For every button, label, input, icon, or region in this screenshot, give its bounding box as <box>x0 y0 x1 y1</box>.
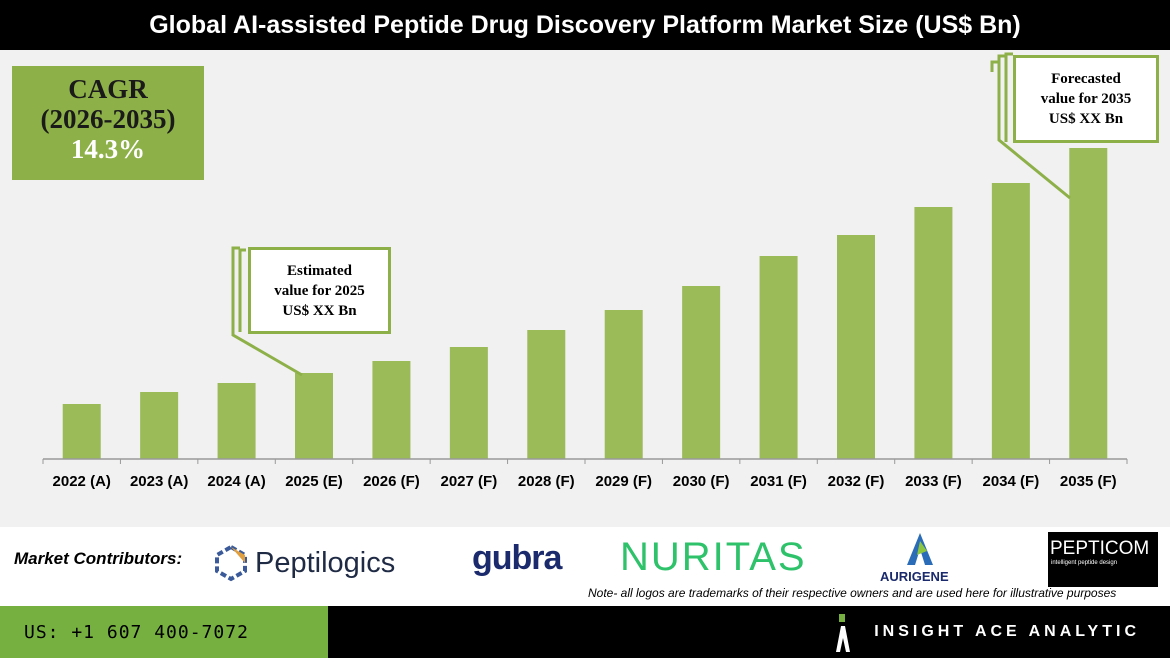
callout-line: Forecasted <box>1051 71 1121 87</box>
footer-bar: INSIGHT ACE ANALYTIC <box>328 606 1170 658</box>
x-tick-label: 2022 (A) <box>53 473 111 490</box>
phone-number: US: +1 607 400-7072 <box>0 606 328 658</box>
aurigene-a-icon <box>905 531 935 572</box>
callout-line: value for 2035 <box>1040 91 1132 107</box>
pepticom-tagline: intelligent peptide design <box>1051 560 1118 566</box>
forecast-callout: Forecasted value for 2035 US$ XX Bn <box>1013 55 1159 143</box>
bar-2028 (F) <box>527 330 566 459</box>
x-tick-label: 2026 (F) <box>363 473 420 490</box>
x-tick-label: 2032 (F) <box>828 473 885 490</box>
x-tick-label: 2030 (F) <box>673 473 730 490</box>
peptilogics-hexagon-icon <box>214 543 248 583</box>
x-tick-label: 2028 (F) <box>518 473 575 490</box>
bar-2033 (F) <box>914 207 953 459</box>
callout-line: US$ XX Bn <box>282 302 357 319</box>
bar-2025 (E) <box>295 373 333 459</box>
bar-2029 (F) <box>604 310 643 459</box>
contributors-label: Market Contributors: <box>14 549 183 568</box>
bar-2023 (A) <box>140 392 179 459</box>
bar-2030 (F) <box>682 286 721 459</box>
cagr-label: CAGR <box>68 74 148 104</box>
callout-line: US$ XX Bn <box>1048 111 1124 127</box>
cagr-period: (2026-2035) <box>40 104 176 134</box>
logo-aurigene: AURIGENE <box>880 569 949 584</box>
x-tick-label: 2034 (F) <box>983 473 1040 490</box>
logo-pepticom: PEPTICOM intelligent peptide design <box>1048 532 1158 587</box>
bar-2032 (F) <box>837 235 875 459</box>
x-tick-label: 2033 (F) <box>905 473 962 490</box>
bar-2034 (F) <box>991 183 1030 459</box>
x-tick-label: 2031 (F) <box>750 473 807 490</box>
forecast-callout-connector <box>990 52 1071 200</box>
insight-ace-logo-icon <box>836 614 850 652</box>
trademark-note: Note- all logos are trademarks of their … <box>588 586 1117 600</box>
x-tick-label: 2023 (A) <box>130 473 188 490</box>
cagr-value: 14.3% <box>70 134 146 164</box>
brand-name: INSIGHT ACE ANALYTIC <box>874 623 1140 640</box>
bar-chart: 2022 (A) 2023 (A) 2024 (A) 2025 (E) 2026 (F)… <box>42 52 1128 490</box>
logo-gubra: gubra <box>472 539 562 577</box>
logo-nuritas: NURITAS <box>620 535 807 579</box>
x-tick-label: 2027 (F) <box>441 473 498 490</box>
pepticom-text: PEPTICOM <box>1050 538 1150 559</box>
bar-2035 (F) <box>1069 148 1108 459</box>
bar-2024 (A) <box>217 383 256 459</box>
bar-2031 (F) <box>759 256 798 459</box>
bar-2022 (A) <box>62 404 101 459</box>
x-tick-label: 2029 (F) <box>595 473 652 490</box>
cagr-box: CAGR (2026-2035) 14.3% <box>12 66 204 180</box>
x-tick-label: 2024 (A) <box>207 473 265 490</box>
logo-peptilogics: Peptilogics <box>255 547 396 579</box>
callout-line: value for 2025 <box>274 282 365 299</box>
contributors-strip: Market Contributors: Peptilogics gubra N… <box>0 527 1170 606</box>
callout-line: Estimated <box>287 262 352 279</box>
estimated-callout: Estimated value for 2025 US$ XX Bn <box>248 247 391 334</box>
x-tick-label: 2035 (F) <box>1060 473 1117 490</box>
estimated-callout-connector <box>231 246 303 377</box>
bar-2026 (F) <box>372 361 411 459</box>
chart-title: Global AI-assisted Peptide Drug Discover… <box>0 0 1170 50</box>
x-tick-label: 2025 (E) <box>285 473 343 490</box>
bar-2027 (F) <box>449 347 488 459</box>
